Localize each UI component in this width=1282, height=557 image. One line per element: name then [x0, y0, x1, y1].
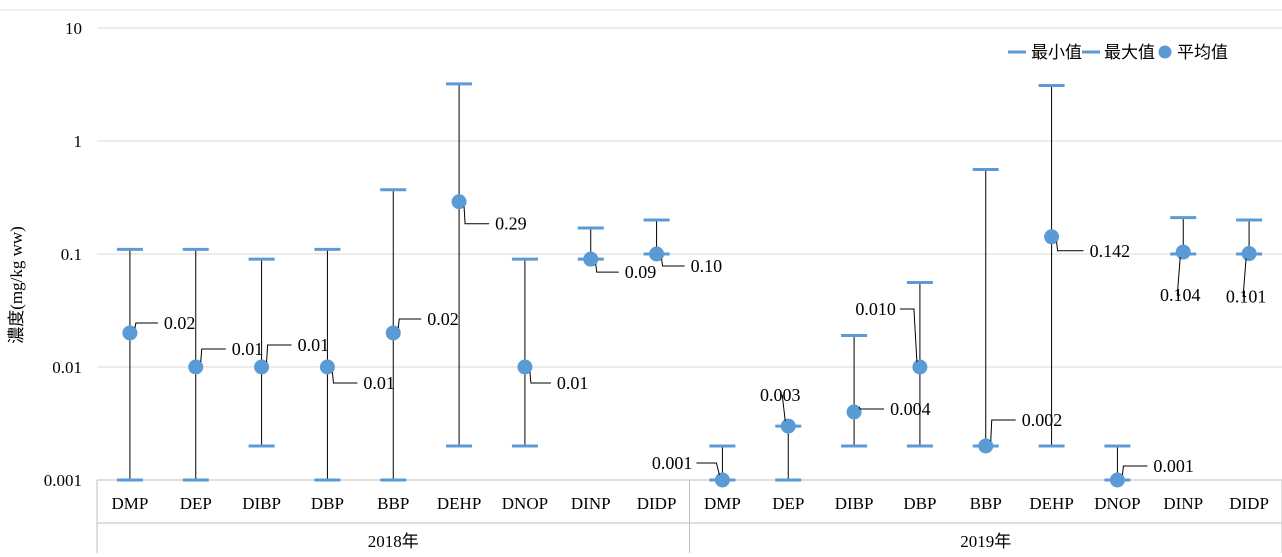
label-leader-line [661, 258, 685, 267]
mean-point [1109, 472, 1125, 488]
label-leader-line [463, 206, 490, 225]
x-tick-label: DNOP [502, 494, 548, 513]
x-group-label: 2019年 [960, 532, 1011, 551]
label-leader-line [990, 419, 1016, 442]
data-labels: 0.02 0.01 0.01 0.01 0.02 0.29 0.01 0.09 0.10 0.00… [134, 206, 1267, 476]
data-label: 0.10 [691, 256, 723, 276]
data-label: 0.001 [652, 453, 693, 473]
legend-mean-label: 平均值 [1177, 43, 1228, 62]
label-leader-line [696, 462, 720, 476]
data-label: 0.010 [855, 299, 896, 319]
mean-point [978, 438, 994, 454]
y-tick-label: 10 [65, 19, 82, 38]
label-leader-line [331, 371, 358, 384]
mean-point [451, 194, 467, 210]
data-label: 0.09 [625, 262, 657, 282]
legend-max-label: 最大值 [1104, 43, 1155, 62]
mean-point [912, 359, 928, 375]
data-label: 0.004 [890, 399, 931, 419]
data-label: 0.02 [427, 309, 459, 329]
y-tick-label: 0.1 [61, 245, 82, 264]
mean-point [517, 359, 533, 375]
x-tick-label: DINP [571, 494, 611, 513]
mean-point [649, 246, 665, 262]
x-tick-label: DEHP [1029, 494, 1073, 513]
label-leader-line [1121, 465, 1148, 476]
y-tick-label: 1 [74, 132, 83, 151]
label-leader-line [858, 406, 885, 410]
mean-point [319, 359, 335, 375]
x-tick-label: DIBP [835, 494, 874, 513]
x-tick-label: DIDP [637, 494, 677, 513]
y-tick-label: 0.01 [52, 358, 82, 377]
mean-point [122, 325, 138, 341]
mean-point [780, 418, 796, 434]
label-leader-line [397, 318, 422, 329]
label-leader-line [1242, 258, 1247, 298]
y-tick-label: 0.001 [44, 471, 82, 490]
mean-point [846, 404, 862, 420]
x-tick-label: DMP [704, 494, 741, 513]
label-leader-line [134, 322, 158, 329]
label-leader-line [266, 344, 292, 363]
x-tick-label: DEP [180, 494, 212, 513]
data-label: 0.29 [495, 214, 527, 234]
data-label: 0.02 [164, 313, 196, 333]
data-label: 0.104 [1160, 285, 1201, 305]
data-label: 0.01 [363, 373, 395, 393]
mean-point [1044, 229, 1060, 245]
x-tick-label: DNOP [1094, 494, 1140, 513]
legend-mean-marker [1158, 45, 1172, 59]
y-axis-ticks: 10 1 0.1 0.01 0.001 [44, 19, 82, 490]
data-label: 0.01 [298, 335, 330, 355]
gridlines [97, 27, 1282, 368]
x-tick-label: BBP [970, 494, 1002, 513]
x-tick-label: BBP [377, 494, 409, 513]
mean-point [1175, 244, 1191, 260]
label-leader-line [899, 308, 918, 363]
data-label: 0.142 [1090, 241, 1131, 261]
mean-point [188, 359, 204, 375]
mean-point [583, 251, 599, 267]
mean-point [714, 472, 730, 488]
label-leader-line [595, 264, 619, 273]
x-tick-label: DIDP [1229, 494, 1269, 513]
mean-point [385, 325, 401, 341]
legend-min-label: 最小值 [1031, 43, 1082, 62]
x-group-label: 2018年 [368, 532, 419, 551]
range-bars [116, 82, 1263, 482]
x-tick-label: DINP [1163, 494, 1203, 513]
label-leader-line [780, 394, 786, 422]
x-tick-label: DBP [311, 494, 344, 513]
x-axis: DMP DEP DIBP DBP BBP DEHP DNOP DINP DIDP 2018年 DMP… [96, 479, 1282, 553]
data-label: 0.003 [760, 385, 801, 405]
label-leader-line [1176, 257, 1181, 296]
data-label: 0.101 [1226, 287, 1267, 307]
y-axis-title: 濃度(mg/kg ww) [7, 226, 26, 344]
label-leader-line [200, 348, 226, 363]
legend: 最小值 最大值 平均值 [1008, 43, 1228, 62]
label-leader-line [529, 371, 551, 384]
x-tick-label: DIBP [242, 494, 281, 513]
x-tick-label: DMP [111, 494, 148, 513]
data-label: 0.01 [557, 373, 589, 393]
x-tick-label: DEP [772, 494, 804, 513]
x-tick-label: DEHP [437, 494, 481, 513]
mean-point [1241, 246, 1257, 262]
data-label: 0.001 [1153, 456, 1194, 476]
x-tick-label: DBP [903, 494, 936, 513]
label-leader-line [1056, 241, 1084, 252]
mean-points [122, 194, 1257, 488]
mean-point [254, 359, 270, 375]
data-label: 0.002 [1022, 410, 1063, 430]
data-label: 0.01 [232, 339, 264, 359]
